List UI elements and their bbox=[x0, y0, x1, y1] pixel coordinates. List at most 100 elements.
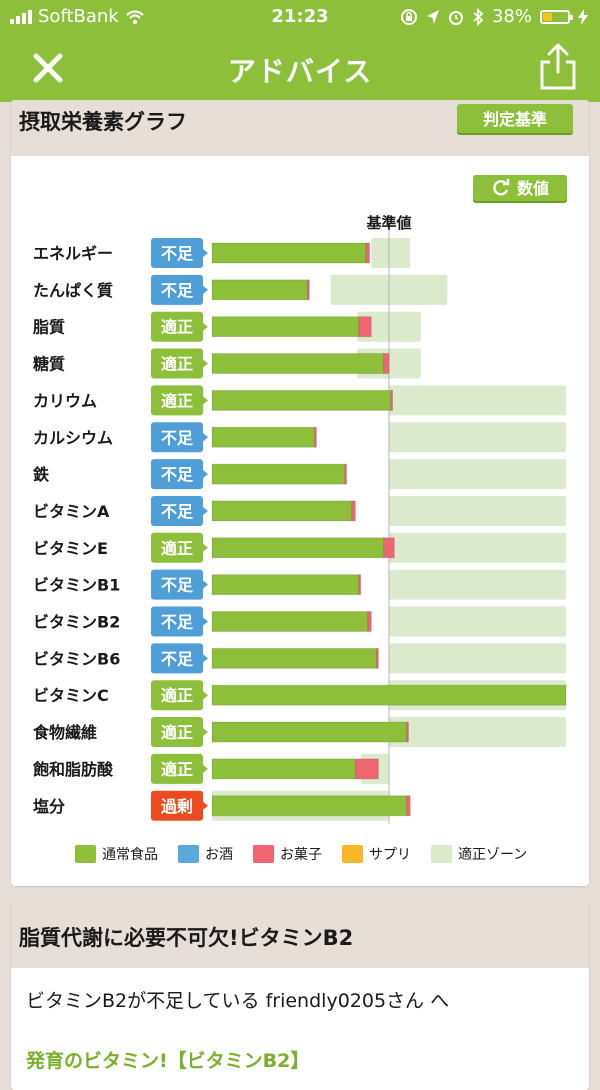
battery-icon bbox=[540, 9, 573, 24]
optimal-zone bbox=[371, 238, 411, 268]
legend-label: 通常食品 bbox=[102, 847, 158, 863]
optimal-zone bbox=[389, 459, 566, 490]
status-badge-label: 不足 bbox=[161, 502, 194, 521]
judge-criteria-button[interactable]: 判定基準 bbox=[457, 104, 573, 135]
legend-swatch bbox=[342, 845, 363, 863]
bar-segment bbox=[211, 389, 392, 411]
optimal-zone bbox=[389, 532, 566, 563]
legend-item: お酒 bbox=[178, 844, 233, 864]
optimal-zone bbox=[389, 495, 566, 526]
nutrient-label: 塩分 bbox=[33, 797, 65, 816]
status-badge-label: 不足 bbox=[161, 465, 194, 484]
legend-label: 適正ゾーン bbox=[458, 847, 528, 863]
status-badge-label: 適正 bbox=[161, 723, 193, 742]
status-badge-label: 適正 bbox=[161, 760, 193, 779]
charging-icon bbox=[578, 8, 588, 25]
status-right: 38% bbox=[400, 6, 588, 27]
legend-label: お菓子 bbox=[280, 847, 322, 863]
optimal-zone bbox=[389, 606, 566, 637]
advice-card: 脂質代謝に必要不可欠!ビタミンB2 ビタミンB2が不足している friendly… bbox=[11, 900, 589, 1090]
status-badge bbox=[151, 532, 208, 563]
legend-item: サプリ bbox=[342, 844, 411, 864]
status-badge bbox=[151, 274, 208, 305]
legend-swatch bbox=[253, 845, 274, 863]
optimal-zone bbox=[389, 569, 566, 600]
nutrient-label: ビタミンC bbox=[33, 686, 109, 705]
advice-article-link[interactable]: 発育のビタミン!【ビタミンB2】 bbox=[26, 1050, 310, 1072]
bar-segment bbox=[365, 242, 371, 264]
nutrient-label: 脂質 bbox=[33, 318, 65, 337]
nutrient-label: ビタミンB6 bbox=[33, 649, 120, 668]
advice-card-header: 脂質代謝に必要不可欠!ビタミンB2 bbox=[11, 900, 589, 968]
bar-segment bbox=[211, 684, 567, 706]
status-badge-label: 不足 bbox=[161, 244, 194, 263]
graph-card-title: 摂取栄養素グラフ bbox=[19, 110, 187, 134]
share-button[interactable] bbox=[536, 42, 580, 92]
status-badge-label: 過剰 bbox=[160, 797, 193, 816]
bar-segment bbox=[211, 721, 408, 743]
bar-segment bbox=[211, 279, 309, 301]
legend-swatch bbox=[431, 845, 452, 863]
page-title: アドバイス bbox=[227, 55, 373, 88]
legend-item: 通常食品 bbox=[75, 844, 158, 864]
status-badge-label: 不足 bbox=[161, 649, 194, 668]
bar-segment bbox=[211, 647, 378, 669]
status-badge-label: 不足 bbox=[161, 281, 194, 300]
signal-icon bbox=[10, 9, 32, 24]
bar-segment bbox=[351, 500, 356, 522]
status-badge bbox=[151, 680, 208, 711]
reference-label: 基準値 bbox=[365, 214, 411, 232]
nutrient-chart: 基準値エネルギー 不足たんぱく質 不足脂質 適正糖質 適正カリウム 適正カルシウム 不足鉄不… bbox=[32, 214, 567, 824]
nutrient-label: ビタミンE bbox=[33, 539, 108, 558]
bar-segment bbox=[344, 463, 348, 485]
legend-item: 適正ゾーン bbox=[431, 844, 527, 864]
status-badge-label: 適正 bbox=[161, 539, 193, 558]
nutrient-label: ビタミンA bbox=[33, 502, 110, 521]
legend-label: サプリ bbox=[369, 847, 411, 863]
status-badge bbox=[151, 459, 208, 490]
refresh-icon bbox=[493, 179, 510, 196]
bar-segment bbox=[406, 795, 411, 817]
status-badge bbox=[151, 717, 208, 748]
legend-label: お酒 bbox=[205, 847, 233, 863]
status-badge bbox=[151, 495, 208, 526]
status-badge-label: 不足 bbox=[161, 613, 194, 632]
optimal-zone bbox=[389, 385, 566, 416]
legend-swatch bbox=[75, 845, 96, 863]
optimal-zone bbox=[389, 717, 566, 748]
wifi-icon bbox=[126, 9, 144, 24]
graph-card-header: 摂取栄養素グラフ 判定基準 bbox=[11, 100, 589, 156]
status-bar: SoftBank 21:23 38% bbox=[0, 0, 600, 34]
bar-segment bbox=[211, 463, 346, 485]
bar-segment bbox=[406, 721, 409, 743]
battery-percent: 38% bbox=[491, 6, 532, 27]
legend-item: お菓子 bbox=[253, 844, 322, 864]
status-badge bbox=[151, 790, 208, 821]
status-badge-label: 適正 bbox=[161, 391, 193, 410]
bar-segment bbox=[383, 537, 395, 559]
bar-segment bbox=[211, 574, 360, 596]
nutrient-label: 鉄 bbox=[33, 465, 49, 484]
nutrient-label: ビタミンB2 bbox=[33, 613, 120, 632]
rotation-lock-icon bbox=[400, 8, 417, 25]
status-badge bbox=[151, 385, 208, 416]
nutrient-graph-card: 摂取栄養素グラフ 判定基準 数値 基準値 エネルギー 不足 たんぱく質 不足 脂質 適正 糖質… bbox=[11, 100, 589, 886]
clock: 21:23 bbox=[271, 6, 329, 27]
optimal-zone bbox=[389, 643, 566, 674]
bluetooth-icon bbox=[473, 7, 484, 26]
chart-legend: 通常食品 お酒 お菓子 サプリ 適正ゾーン bbox=[75, 844, 527, 864]
value-toggle-button[interactable]: 数値 bbox=[473, 175, 567, 203]
status-badge-label: 適正 bbox=[161, 355, 193, 374]
nav-bar: アドバイス bbox=[0, 34, 600, 102]
bar-segment bbox=[314, 426, 317, 448]
bar-segment bbox=[211, 611, 369, 632]
bar-segment bbox=[211, 353, 385, 375]
bar-segment bbox=[211, 426, 316, 448]
close-button[interactable] bbox=[28, 48, 68, 88]
bar-segment bbox=[211, 758, 356, 780]
status-badge bbox=[151, 311, 208, 342]
nutrient-label: 糖質 bbox=[33, 355, 65, 374]
status-badge-label: 不足 bbox=[161, 428, 194, 447]
alarm-icon bbox=[448, 10, 463, 25]
status-badge bbox=[151, 238, 208, 268]
